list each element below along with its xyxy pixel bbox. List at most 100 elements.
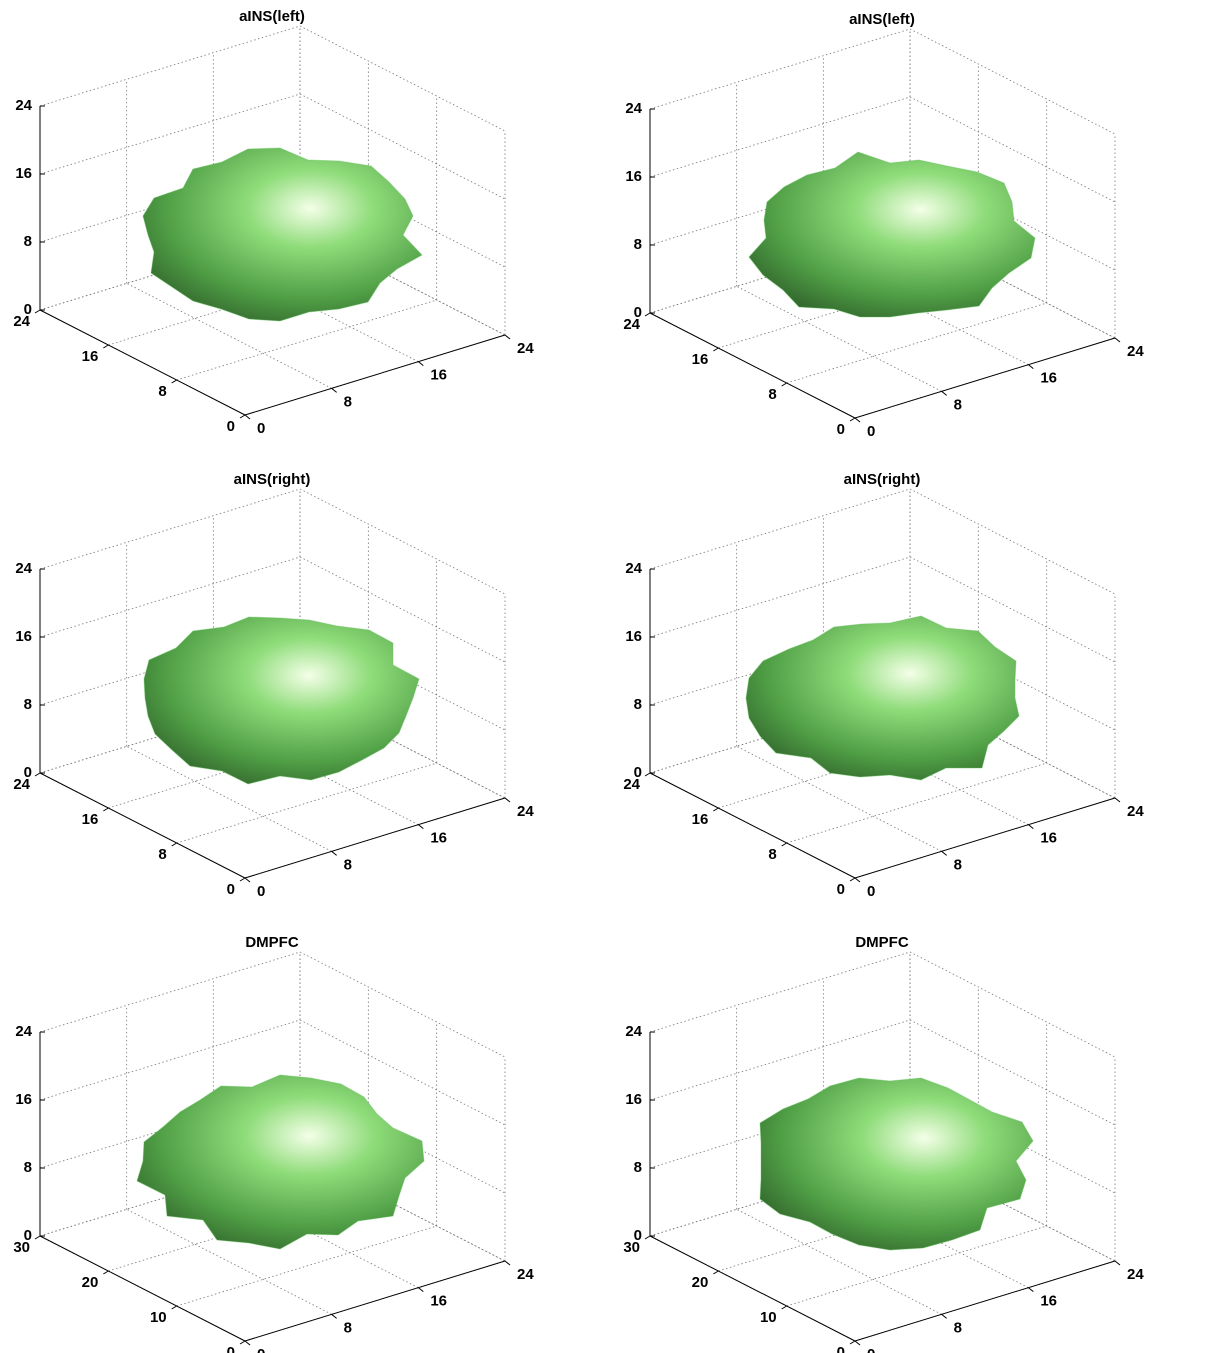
grid-line bbox=[909, 28, 1116, 135]
grid-line bbox=[786, 762, 1047, 844]
y-tick bbox=[34, 309, 41, 314]
grid-line bbox=[39, 1019, 301, 1101]
x-axis bbox=[854, 797, 1116, 879]
y-tick bbox=[171, 379, 177, 384]
x-tick-label: 8 bbox=[344, 393, 352, 410]
y-tick bbox=[781, 1305, 787, 1310]
grid-line bbox=[649, 96, 911, 178]
y-tick-label: 24 bbox=[623, 776, 640, 793]
grid-line bbox=[649, 488, 911, 570]
y-tick-label: 16 bbox=[82, 811, 99, 828]
z-tick-label: 24 bbox=[15, 1023, 32, 1040]
panel: DMPFC0816240102030081624 bbox=[623, 934, 1144, 1353]
z-tick-label: 16 bbox=[15, 1091, 32, 1108]
x-tick bbox=[854, 1340, 861, 1346]
y-tick bbox=[239, 414, 246, 419]
y-tick bbox=[713, 1270, 719, 1275]
y-tick-label: 24 bbox=[13, 313, 30, 330]
chart-title: DMPFC bbox=[245, 934, 298, 951]
y-tick bbox=[34, 772, 41, 777]
y-axis bbox=[649, 1235, 856, 1342]
x-tick-label: 16 bbox=[430, 1293, 447, 1310]
x-tick-label: 16 bbox=[430, 367, 447, 384]
z-tick-label: 16 bbox=[15, 628, 32, 645]
grid-line bbox=[299, 951, 506, 1058]
y-tick-label: 20 bbox=[692, 1274, 709, 1291]
y-tick bbox=[171, 842, 177, 847]
z-tick-label: 8 bbox=[24, 1159, 32, 1176]
y-tick-label: 10 bbox=[150, 1309, 167, 1326]
z-tick-label: 8 bbox=[634, 696, 642, 713]
grid-line bbox=[649, 556, 911, 638]
z-tick-label: 16 bbox=[625, 1091, 642, 1108]
z-tick-label: 24 bbox=[15, 97, 32, 114]
y-axis bbox=[39, 309, 246, 416]
y-tick bbox=[849, 417, 856, 422]
y-tick-label: 8 bbox=[768, 386, 776, 403]
grid-line bbox=[39, 25, 301, 107]
y-tick bbox=[103, 807, 109, 812]
chart-title: aINS(left) bbox=[239, 8, 305, 25]
x-tick bbox=[1028, 364, 1034, 370]
x-tick bbox=[331, 1313, 337, 1319]
x-tick bbox=[941, 850, 947, 856]
grid-line bbox=[39, 488, 301, 570]
z-tick-label: 8 bbox=[24, 696, 32, 713]
y-tick-label: 30 bbox=[13, 1239, 30, 1256]
x-tick bbox=[1114, 337, 1121, 343]
y-tick bbox=[644, 772, 651, 777]
grid-line bbox=[299, 25, 506, 132]
x-tick-label: 0 bbox=[257, 883, 265, 900]
x-tick-label: 8 bbox=[954, 1319, 962, 1336]
x-axis bbox=[244, 334, 506, 416]
x-tick bbox=[244, 414, 251, 420]
z-tick-label: 0 bbox=[634, 764, 642, 781]
x-tick-label: 24 bbox=[1127, 803, 1144, 820]
y-tick-label: 0 bbox=[227, 1344, 235, 1353]
y-tick bbox=[713, 807, 719, 812]
z-tick-label: 16 bbox=[625, 168, 642, 185]
x-tick-label: 24 bbox=[517, 340, 534, 357]
x-tick bbox=[1028, 1287, 1034, 1293]
x-tick bbox=[941, 390, 947, 396]
y-tick-label: 0 bbox=[227, 881, 235, 898]
y-tick-label: 30 bbox=[623, 1239, 640, 1256]
x-tick-label: 0 bbox=[867, 423, 875, 440]
z-tick-label: 0 bbox=[24, 764, 32, 781]
z-tick-label: 24 bbox=[625, 1023, 642, 1040]
x-tick-label: 8 bbox=[954, 396, 962, 413]
grid-line bbox=[176, 299, 437, 381]
z-tick-label: 0 bbox=[24, 1227, 32, 1244]
y-tick-label: 0 bbox=[227, 418, 235, 435]
y-axis bbox=[649, 312, 856, 419]
x-tick bbox=[418, 1287, 424, 1293]
z-tick-label: 24 bbox=[625, 100, 642, 117]
y-tick-label: 16 bbox=[692, 811, 709, 828]
x-axis bbox=[244, 797, 506, 879]
chart-title: aINS(right) bbox=[844, 471, 921, 488]
y-tick-label: 8 bbox=[158, 383, 166, 400]
grid-line bbox=[299, 488, 506, 595]
y-tick bbox=[239, 1340, 246, 1345]
y-axis bbox=[39, 772, 246, 879]
grid-line bbox=[39, 93, 301, 175]
x-tick bbox=[418, 361, 424, 367]
grid-line bbox=[649, 951, 911, 1033]
y-axis bbox=[39, 1235, 246, 1342]
y-tick bbox=[644, 312, 651, 317]
isosurface bbox=[759, 1077, 1034, 1251]
isosurface bbox=[142, 147, 423, 322]
y-tick bbox=[103, 344, 109, 349]
x-tick-label: 16 bbox=[1040, 1293, 1057, 1310]
x-tick-label: 24 bbox=[1127, 343, 1144, 360]
x-tick bbox=[504, 1260, 511, 1266]
x-tick bbox=[244, 877, 251, 883]
y-tick bbox=[239, 877, 246, 882]
isosurface bbox=[143, 616, 420, 785]
grid-line bbox=[39, 951, 301, 1033]
